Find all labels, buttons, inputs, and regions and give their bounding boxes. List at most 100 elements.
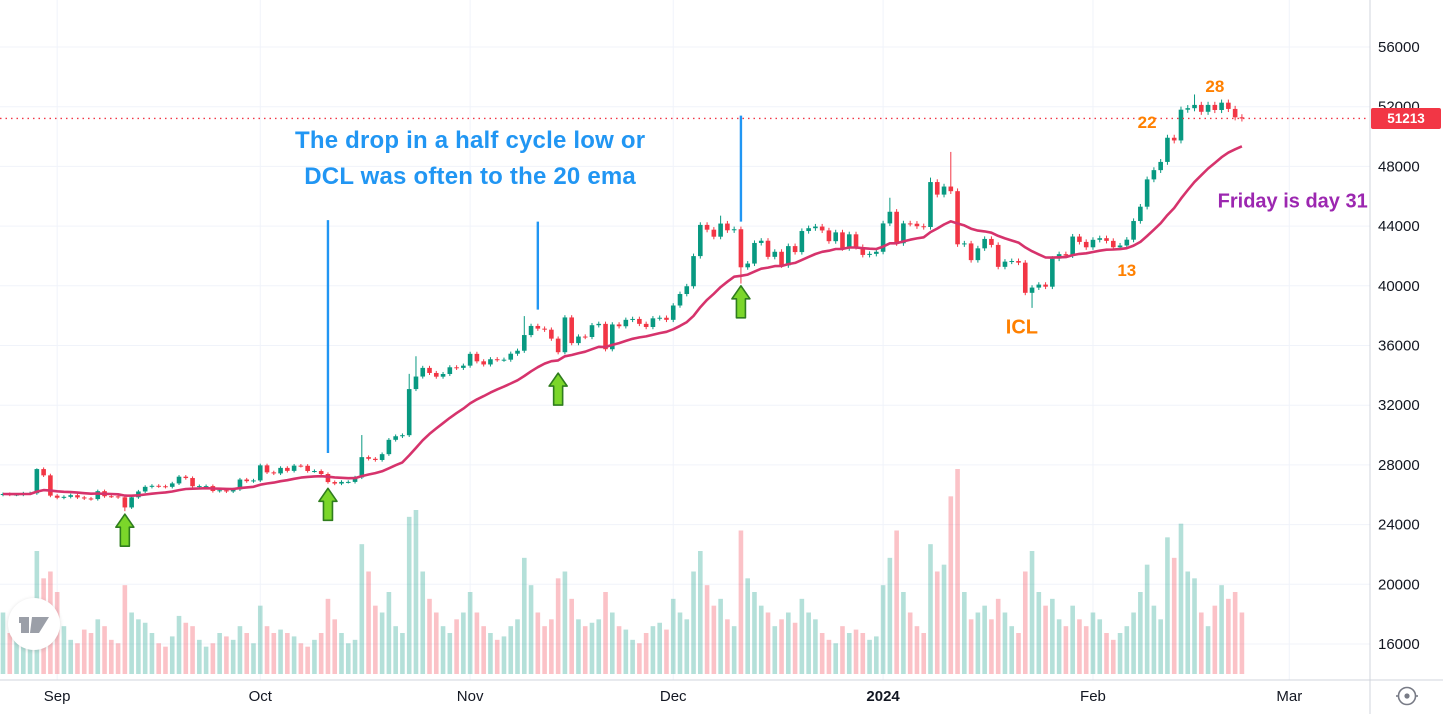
volume-bar xyxy=(481,626,486,674)
volume-bar xyxy=(427,598,432,674)
candle-body xyxy=(948,186,954,192)
candle-body xyxy=(1117,245,1123,248)
candle-body xyxy=(34,469,40,494)
candle-body xyxy=(291,465,297,471)
volume-bar xyxy=(975,612,981,674)
volume-bar xyxy=(995,598,1001,674)
candle-body xyxy=(860,246,866,255)
candle-body xyxy=(562,317,568,353)
candle-body xyxy=(115,496,121,498)
candle-body xyxy=(934,182,940,195)
candle-body xyxy=(501,359,507,361)
volume-bar xyxy=(149,633,155,674)
volume-bar xyxy=(169,636,175,674)
volume-bar xyxy=(339,633,344,674)
volume-bar xyxy=(664,629,669,674)
volume-bar xyxy=(779,619,784,674)
candle-body xyxy=(765,240,771,257)
time-axis[interactable]: Sep Oct Nov Dec 2024 Feb Mar xyxy=(44,688,1302,705)
volume-bar xyxy=(298,643,304,674)
volume-bar xyxy=(183,622,189,674)
volume-bar xyxy=(352,639,358,674)
volume-bar xyxy=(467,592,473,674)
candle-body xyxy=(217,490,222,492)
tradingview-logo[interactable] xyxy=(8,598,60,650)
candle-body xyxy=(1110,240,1116,248)
volume-bar xyxy=(102,626,107,674)
annotation-vlines[interactable] xyxy=(326,115,743,453)
up-arrows[interactable] xyxy=(115,284,751,547)
candle-body xyxy=(691,256,696,287)
volume-bar xyxy=(623,629,629,674)
volume-bar xyxy=(745,578,750,674)
candle-body xyxy=(373,458,378,460)
volume-bar xyxy=(758,605,764,674)
volume-bar xyxy=(677,612,683,674)
volume-bar xyxy=(176,615,182,674)
up-arrow-marker[interactable] xyxy=(548,372,568,406)
volume-bar xyxy=(907,612,913,674)
candle-body xyxy=(312,471,317,473)
volume-bar xyxy=(535,612,541,674)
target-icon[interactable] xyxy=(1394,683,1420,709)
volume-bar xyxy=(874,636,879,674)
volume-bar xyxy=(332,619,338,674)
volume-bar xyxy=(718,598,723,674)
candle-body xyxy=(1239,117,1245,119)
candle-body xyxy=(1016,261,1021,263)
volume-bar xyxy=(1212,605,1218,674)
volume-bar xyxy=(596,619,602,674)
candle-body xyxy=(1232,108,1238,118)
candle-body xyxy=(129,497,134,508)
tradingview-logo-glyph xyxy=(19,617,49,633)
candle-body xyxy=(982,238,987,249)
volume-bar xyxy=(1205,626,1211,674)
annotation-day-22[interactable]: 22 xyxy=(1137,113,1157,133)
candle-body xyxy=(528,325,534,336)
candle-body xyxy=(758,240,764,243)
candles[interactable] xyxy=(0,94,1245,512)
annotation-friday-note[interactable]: Friday is day 31 xyxy=(1217,190,1368,213)
candle-body xyxy=(880,223,886,252)
annotation-note-line2[interactable]: DCL was often to the 20 ema xyxy=(304,162,636,190)
price-axis[interactable]: 5600052000480004400040000360003200028000… xyxy=(1378,39,1420,653)
candle-body xyxy=(941,186,947,195)
annotation-icl[interactable]: ICL xyxy=(1005,316,1038,339)
volume-bar xyxy=(1063,626,1069,674)
candle-body xyxy=(95,491,101,500)
candle-body xyxy=(813,226,818,229)
candle-body xyxy=(596,323,602,326)
volume-bar xyxy=(244,633,250,674)
up-arrow-marker[interactable] xyxy=(115,513,135,547)
volume-bar xyxy=(230,639,236,674)
candle-body xyxy=(1138,206,1143,222)
volume-bar xyxy=(1050,598,1055,674)
volume-bar xyxy=(928,544,933,674)
candle-body xyxy=(786,246,791,266)
candle-body xyxy=(535,325,541,329)
annotation-note-line1[interactable]: The drop in a half cycle low or xyxy=(294,127,646,155)
candle-body xyxy=(616,324,622,327)
volume-bar xyxy=(400,633,405,674)
volume-bar xyxy=(190,626,195,674)
volume-bar xyxy=(1016,633,1021,674)
candle-body xyxy=(393,436,398,440)
volume-bar xyxy=(867,639,872,674)
volume-bars xyxy=(0,469,1245,674)
candle-body xyxy=(1002,261,1008,267)
volume-bar xyxy=(1131,612,1136,674)
up-arrow-marker[interactable] xyxy=(318,487,338,522)
volume-bar xyxy=(291,636,297,674)
annotation-day-28[interactable]: 28 xyxy=(1205,76,1225,96)
up-arrow-marker[interactable] xyxy=(731,284,751,319)
volume-bar xyxy=(826,639,832,674)
time-tick-label: Feb xyxy=(1080,688,1106,705)
candle-body xyxy=(650,318,656,327)
volume-bar xyxy=(210,643,216,674)
volume-bar xyxy=(27,626,33,674)
ema-20-line[interactable] xyxy=(2,145,1243,497)
candle-body xyxy=(515,350,520,354)
annotation-day-13[interactable]: 13 xyxy=(1117,260,1137,280)
